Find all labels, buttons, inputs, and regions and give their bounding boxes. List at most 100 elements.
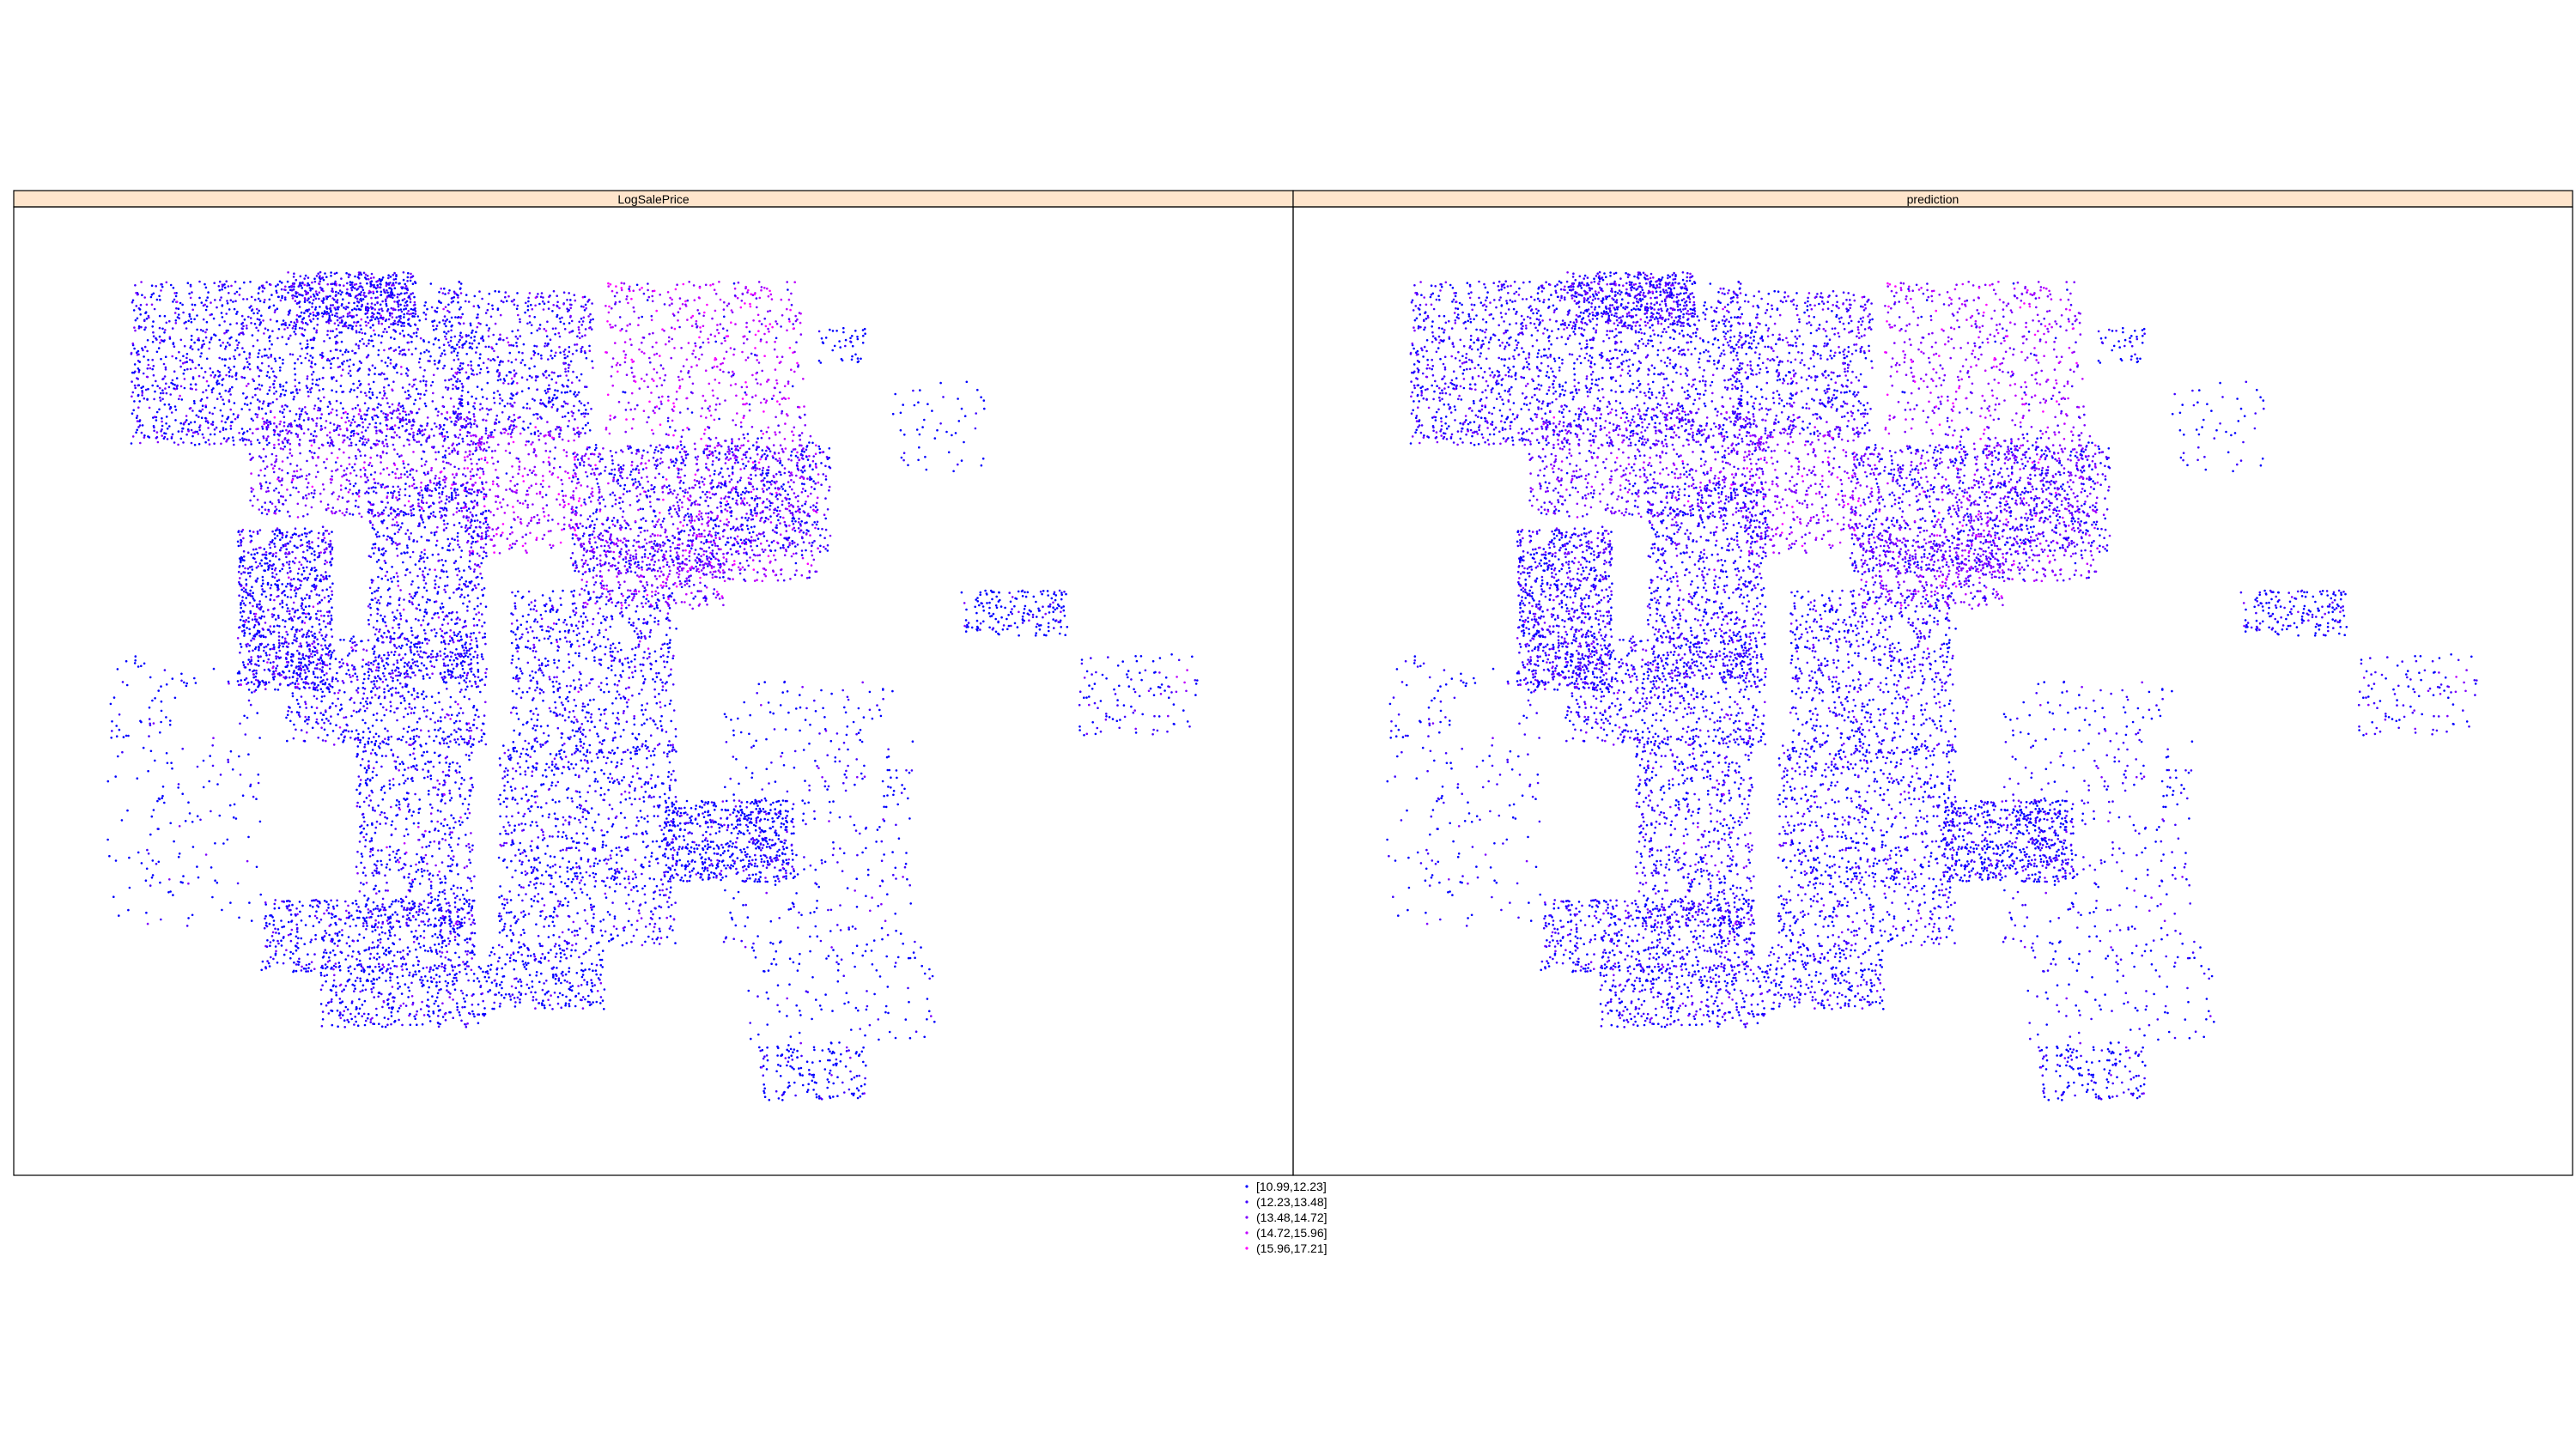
- data-point: [703, 311, 706, 314]
- data-point: [504, 449, 507, 452]
- data-point: [218, 371, 221, 373]
- data-point: [642, 292, 646, 295]
- data-point: [498, 393, 501, 397]
- data-point: [333, 306, 337, 309]
- data-point: [512, 440, 515, 444]
- data-point: [747, 288, 750, 292]
- data-point: [583, 549, 586, 551]
- data-point: [472, 413, 476, 416]
- data-point: [564, 349, 567, 351]
- data-point: [641, 487, 644, 489]
- data-point: [289, 442, 292, 446]
- data-point: [403, 298, 406, 300]
- data-point: [690, 504, 693, 507]
- data-point: [327, 322, 331, 325]
- data-point: [153, 416, 156, 419]
- data-point: [605, 428, 608, 431]
- data-point: [315, 275, 319, 277]
- data-point: [361, 331, 364, 335]
- data-point: [624, 561, 628, 564]
- data-point: [269, 319, 272, 321]
- data-point: [702, 325, 705, 328]
- data-point: [705, 555, 708, 558]
- data-point: [276, 319, 279, 323]
- data-point: [571, 415, 574, 417]
- data-point: [328, 316, 331, 319]
- data-point: [365, 294, 368, 298]
- data-point: [293, 331, 296, 333]
- data-point: [355, 282, 358, 286]
- data-point: [580, 317, 583, 320]
- data-point: [376, 454, 379, 457]
- data-point: [165, 416, 168, 418]
- data-point: [250, 487, 253, 489]
- data-point: [270, 343, 273, 346]
- data-point: [524, 542, 527, 545]
- data-point: [351, 418, 355, 422]
- data-point: [519, 320, 521, 324]
- data-point: [231, 436, 234, 439]
- data-point: [200, 346, 204, 349]
- data-point: [317, 384, 319, 387]
- data-point: [365, 481, 368, 483]
- data-point: [370, 306, 373, 308]
- data-point: [305, 474, 308, 477]
- data-point: [410, 411, 413, 415]
- data-point: [246, 404, 249, 406]
- data-point: [409, 300, 412, 304]
- data-point: [269, 420, 271, 423]
- data-point: [354, 287, 356, 290]
- data-point: [337, 292, 340, 294]
- data-point: [584, 334, 586, 337]
- data-point: [466, 467, 469, 470]
- data-point: [368, 464, 370, 466]
- data-point: [540, 292, 544, 294]
- data-point: [465, 353, 468, 355]
- data-point: [304, 356, 307, 360]
- data-point: [631, 478, 634, 481]
- data-point: [688, 533, 690, 537]
- data-point: [641, 457, 643, 459]
- data-point: [745, 321, 748, 325]
- data-point: [132, 409, 135, 412]
- data-point: [567, 367, 570, 369]
- data-point: [266, 426, 270, 428]
- data-point: [669, 545, 672, 549]
- data-point: [143, 319, 146, 323]
- data-point: [201, 433, 204, 436]
- data-point: [228, 437, 230, 440]
- data-point: [132, 309, 136, 312]
- data-point: [133, 347, 136, 350]
- data-point: [623, 391, 627, 394]
- data-point: [679, 487, 682, 489]
- data-point: [682, 482, 685, 484]
- data-point: [668, 304, 671, 306]
- data-point: [442, 343, 446, 347]
- data-point: [613, 294, 617, 298]
- data-point: [264, 474, 266, 477]
- data-point: [755, 378, 757, 381]
- data-point: [380, 341, 383, 344]
- data-point: [662, 544, 665, 547]
- data-point: [478, 520, 482, 524]
- data-point: [347, 350, 349, 354]
- data-point: [496, 355, 500, 359]
- data-point: [295, 313, 299, 317]
- data-point: [331, 288, 334, 290]
- data-point: [364, 391, 367, 395]
- data-point: [131, 300, 134, 304]
- data-point: [216, 379, 219, 382]
- data-point: [676, 283, 678, 287]
- data-point: [425, 389, 428, 392]
- data-point: [528, 407, 532, 410]
- data-point: [510, 343, 513, 347]
- data-point: [384, 327, 386, 331]
- data-point: [356, 493, 359, 495]
- data-point: [399, 308, 403, 311]
- data-point: [477, 313, 479, 316]
- data-point: [388, 287, 391, 289]
- data-point: [316, 318, 319, 320]
- data-point: [638, 348, 641, 351]
- data-point: [229, 299, 233, 302]
- data-point: [534, 473, 538, 476]
